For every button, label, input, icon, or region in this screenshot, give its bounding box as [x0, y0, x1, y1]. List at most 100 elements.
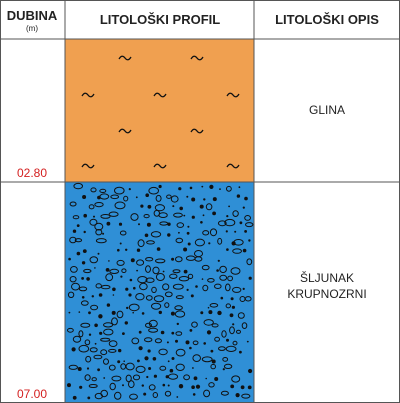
gravel-pebble	[217, 237, 223, 245]
gravel-pebble	[176, 222, 185, 228]
gravel-pebble	[233, 239, 244, 246]
gravel-pebble	[123, 195, 129, 202]
gravel-pebble	[230, 267, 241, 275]
gravel-pebble	[69, 201, 77, 207]
gravel-grain	[192, 393, 196, 396]
gravel-grain	[190, 294, 194, 298]
gravel-pebble	[100, 389, 108, 398]
gravel-grain	[175, 339, 178, 343]
gravel-pebble	[99, 193, 110, 200]
gravel-pebble	[202, 284, 209, 292]
gravel-pebble	[158, 348, 168, 356]
gravel-grain	[125, 248, 128, 251]
gravel-pebble	[74, 238, 83, 243]
gravel-grain	[231, 305, 235, 309]
gravel-pebble	[100, 337, 111, 342]
gravel-pebble	[232, 248, 243, 254]
clay-tilde-mark	[153, 163, 167, 169]
gravel-pebble	[150, 231, 162, 238]
gravel-pebble	[155, 194, 162, 202]
gravel-grain	[201, 278, 204, 280]
gravel-grain	[210, 349, 214, 353]
gravel-grain	[167, 233, 171, 237]
gravel-pebble	[229, 326, 235, 335]
gravel-grain	[222, 368, 225, 371]
gravel-pebble	[114, 201, 126, 210]
gravel-grain	[88, 333, 92, 336]
gravel-grain	[170, 311, 175, 316]
gravel-pebble	[175, 295, 184, 300]
gravel-pebble	[214, 336, 221, 342]
gravel-pebble	[207, 278, 215, 283]
gravel-grain	[138, 223, 140, 226]
gravel-grain	[124, 321, 128, 325]
gravel-grain	[112, 294, 115, 296]
gravel-grain	[207, 306, 210, 309]
gravel-grain	[248, 276, 252, 280]
gravel-grain	[86, 277, 90, 281]
gravel-grain	[98, 293, 103, 297]
gravel-grain	[171, 357, 175, 360]
gravel-pebble	[67, 327, 74, 333]
gravel-pebble	[219, 265, 227, 274]
gravel-pebble	[175, 237, 184, 244]
gravel-pebble	[205, 203, 213, 211]
gravel-grain	[244, 230, 248, 233]
gravel-grain	[192, 367, 194, 369]
gravel-grain	[128, 293, 132, 297]
gravel-pebble	[192, 340, 199, 346]
gravel-grain	[67, 383, 71, 388]
gravel-pebble	[114, 391, 122, 400]
gravel-pebble	[175, 363, 185, 371]
gravel-pebble	[155, 258, 166, 264]
gravel-grain	[97, 368, 100, 372]
gravel-pebble	[164, 291, 173, 298]
gravel-grain	[176, 322, 179, 326]
gravel-grain	[68, 257, 71, 261]
gravel-grain	[71, 347, 76, 352]
gravel-grain	[219, 188, 221, 191]
depth-value-clay: 02.80	[17, 166, 47, 180]
gravel-pebble	[209, 303, 219, 308]
gravel-grain	[167, 222, 171, 226]
gravel-grain	[239, 350, 242, 354]
clay-tilde-mark	[226, 163, 240, 169]
gravel-pebble	[178, 276, 190, 282]
gravel-grain	[87, 396, 91, 400]
gravel-grain	[176, 396, 179, 398]
gravel-grain	[81, 277, 84, 280]
gravel-pebble	[194, 256, 203, 262]
gravel-pebble	[144, 337, 153, 343]
gravel-pebble	[89, 256, 99, 264]
gravel-grain	[118, 222, 123, 226]
gravel-pebble	[164, 302, 170, 308]
clay-layer-fill	[65, 39, 254, 182]
gravel-grain	[144, 233, 149, 238]
gravel-grain	[230, 384, 235, 389]
gravel-pebble	[153, 295, 165, 303]
gravel-pebble	[145, 322, 152, 328]
gravel-pebble	[145, 257, 154, 262]
depth-value-gravel: 07.00	[17, 387, 47, 401]
gravel-grain	[106, 221, 111, 226]
gravel-pebble	[129, 393, 138, 400]
gravel-grain	[118, 348, 122, 353]
gravel-grain	[189, 329, 193, 332]
gravel-pebble	[70, 266, 78, 273]
gravel-pebble	[175, 256, 183, 263]
gravel-pebble	[121, 268, 127, 274]
gravel-grain	[225, 230, 228, 233]
gravel-pebble	[219, 274, 228, 281]
clay-tilde-mark	[190, 128, 204, 134]
gravel-pebble	[95, 238, 107, 244]
gravel-grain	[152, 357, 157, 361]
gravel-grain	[246, 340, 249, 343]
gravel-grain	[200, 221, 203, 224]
gravel-pebble	[136, 259, 145, 266]
gravel-pebble	[67, 291, 75, 298]
gravel-pebble	[232, 210, 239, 218]
gravel-grain	[126, 306, 129, 310]
gravel-grain	[228, 205, 231, 208]
gravel-grain	[203, 198, 206, 201]
gravel-grain	[239, 221, 243, 225]
